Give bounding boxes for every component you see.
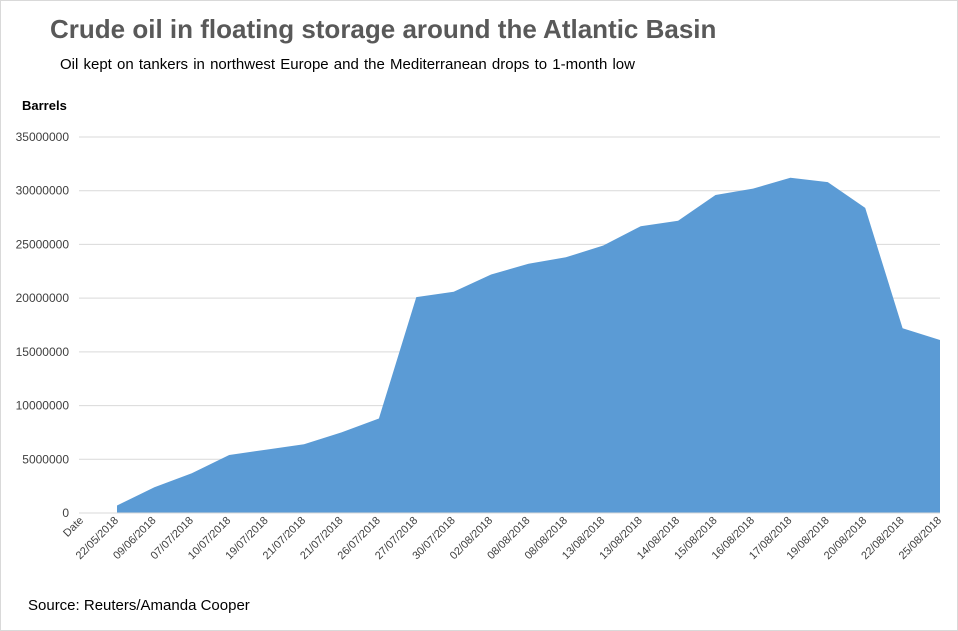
y-tick-labels: 0 5000000 10000000 15000000 20000000 25000000…	[16, 130, 70, 520]
y-tick-label: 0	[62, 506, 69, 520]
y-tick-label: 10000000	[16, 399, 70, 413]
x-tick-labels: 22/05/201809/06/201807/07/201810/07/2018…	[74, 515, 944, 562]
y-tick-label: 20000000	[16, 291, 70, 305]
series-area	[117, 177, 940, 514]
y-axis-label: Barrels	[22, 98, 67, 113]
chart-subtitle: Oil kept on tankers in northwest Europe …	[60, 56, 635, 73]
y-tick-label: 25000000	[16, 237, 70, 251]
chart-title: Crude oil in floating storage around the…	[50, 14, 717, 44]
y-tick-label: 35000000	[16, 130, 70, 144]
y-tick-label: 30000000	[16, 184, 70, 198]
y-tick-label: 15000000	[16, 345, 70, 359]
y-tick-label: 5000000	[22, 452, 69, 466]
source-note: Source: Reuters/Amanda Cooper	[28, 597, 250, 614]
